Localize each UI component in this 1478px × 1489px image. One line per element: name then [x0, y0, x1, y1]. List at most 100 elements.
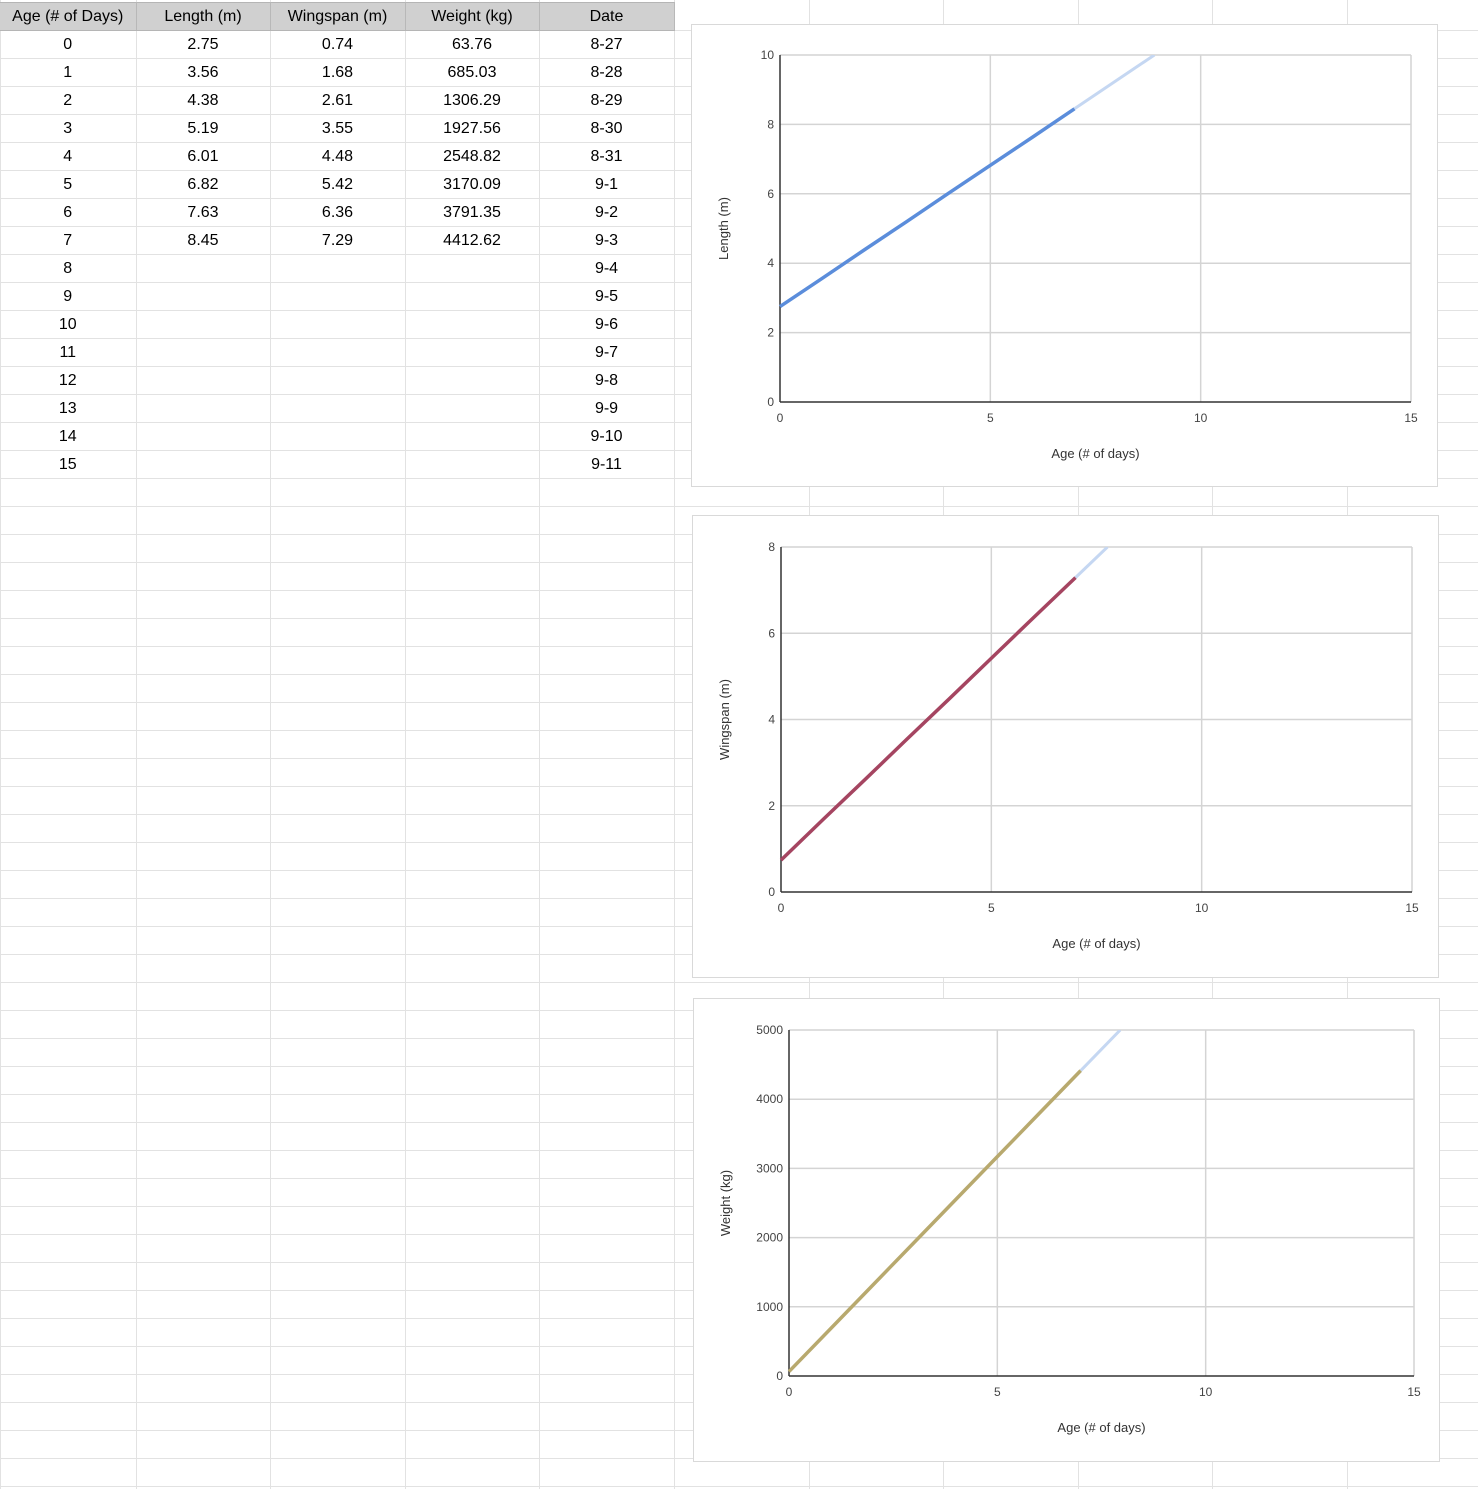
cell-date[interactable]: 9-3 — [539, 226, 675, 255]
cell-weight[interactable]: 1306.29 — [405, 86, 540, 115]
header-age[interactable]: Age (# of Days) — [0, 2, 137, 31]
cell-wingspan[interactable] — [270, 338, 406, 367]
cell-date[interactable]: 8-27 — [539, 30, 675, 59]
cell-weight[interactable] — [405, 254, 540, 283]
cell-age[interactable]: 15 — [0, 450, 137, 479]
cell-length[interactable]: 4.38 — [136, 86, 271, 115]
cell-age[interactable]: 6 — [0, 198, 137, 227]
cell-date[interactable]: 9-10 — [539, 422, 675, 451]
cell-wingspan[interactable]: 1.68 — [270, 58, 406, 87]
cell-age[interactable]: 14 — [0, 422, 137, 451]
cell-wingspan[interactable] — [270, 282, 406, 311]
cell-weight[interactable] — [405, 310, 540, 339]
y-tick-label: 4 — [768, 713, 775, 727]
cell-wingspan[interactable] — [270, 254, 406, 283]
cell-length[interactable]: 3.56 — [136, 58, 271, 87]
series-line[interactable] — [779, 576, 1077, 862]
cell-wingspan[interactable]: 6.36 — [270, 198, 406, 227]
weight-chart-plot: 0 1000 2000 3000 4000 5000 0 5 10 15 Age (# of day… — [718, 1023, 1421, 1435]
y-tick-label: 2 — [767, 326, 774, 340]
header-wingspan[interactable]: Wingspan (m) — [270, 2, 406, 31]
header-date[interactable]: Date — [539, 2, 675, 31]
trendline — [1079, 1030, 1122, 1072]
cell-date[interactable]: 8-28 — [539, 58, 675, 87]
cell-weight[interactable] — [405, 394, 540, 423]
x-tick-label: 15 — [1404, 411, 1418, 425]
cell-weight[interactable]: 4412.62 — [405, 226, 540, 255]
cell-age[interactable]: 11 — [0, 338, 137, 367]
cell-weight[interactable] — [405, 450, 540, 479]
length-chart[interactable]: 0 2 4 6 8 10 0 5 10 15 Age (# of days) Length (m) — [691, 24, 1438, 487]
cell-wingspan[interactable] — [270, 422, 406, 451]
series-line[interactable] — [787, 1069, 1082, 1373]
cell-age[interactable]: 2 — [0, 86, 137, 115]
cell-weight[interactable]: 1927.56 — [405, 114, 540, 143]
cell-date[interactable]: 8-29 — [539, 86, 675, 115]
cell-age[interactable]: 12 — [0, 366, 137, 395]
cell-wingspan[interactable] — [270, 310, 406, 339]
cell-length[interactable]: 5.19 — [136, 114, 271, 143]
cell-date[interactable]: 9-2 — [539, 198, 675, 227]
cell-date[interactable]: 9-5 — [539, 282, 675, 311]
cell-wingspan[interactable] — [270, 366, 406, 395]
cell-length[interactable]: 2.75 — [136, 30, 271, 59]
cell-wingspan[interactable] — [270, 394, 406, 423]
cell-weight[interactable]: 685.03 — [405, 58, 540, 87]
cell-wingspan[interactable]: 0.74 — [270, 30, 406, 59]
header-weight[interactable]: Weight (kg) — [405, 2, 540, 31]
cell-age[interactable]: 9 — [0, 282, 137, 311]
cell-date[interactable]: 9-8 — [539, 366, 675, 395]
cell-date[interactable]: 9-11 — [539, 450, 675, 479]
cell-wingspan[interactable] — [270, 450, 406, 479]
cell-length[interactable] — [136, 310, 271, 339]
cell-length[interactable]: 7.63 — [136, 198, 271, 227]
cell-length[interactable]: 6.82 — [136, 170, 271, 199]
cell-wingspan[interactable]: 4.48 — [270, 142, 406, 171]
cell-weight[interactable] — [405, 282, 540, 311]
cell-age[interactable]: 4 — [0, 142, 137, 171]
wingspan-chart[interactable]: 0 2 4 6 8 0 5 10 15 Age (# of days) Wingspan (m) — [692, 515, 1439, 978]
cell-date[interactable]: 9-6 — [539, 310, 675, 339]
cell-weight[interactable]: 3791.35 — [405, 198, 540, 227]
x-tick-label: 0 — [786, 1385, 793, 1399]
cell-length[interactable] — [136, 254, 271, 283]
cell-age[interactable]: 5 — [0, 170, 137, 199]
cell-date[interactable]: 9-1 — [539, 170, 675, 199]
header-length[interactable]: Length (m) — [136, 2, 271, 31]
cell-age[interactable]: 0 — [0, 30, 137, 59]
cell-length[interactable] — [136, 450, 271, 479]
cell-date[interactable]: 9-9 — [539, 394, 675, 423]
cell-wingspan[interactable]: 3.55 — [270, 114, 406, 143]
cell-weight[interactable] — [405, 338, 540, 367]
cell-date[interactable]: 8-30 — [539, 114, 675, 143]
cell-age[interactable]: 7 — [0, 226, 137, 255]
cell-length[interactable]: 8.45 — [136, 226, 271, 255]
cell-length[interactable]: 6.01 — [136, 142, 271, 171]
y-tick-label: 2000 — [756, 1231, 783, 1245]
cell-weight[interactable] — [405, 366, 540, 395]
cell-date[interactable]: 9-7 — [539, 338, 675, 367]
cell-wingspan[interactable]: 7.29 — [270, 226, 406, 255]
cell-age[interactable]: 13 — [0, 394, 137, 423]
series-line[interactable] — [779, 107, 1076, 309]
cell-age[interactable]: 3 — [0, 114, 137, 143]
cell-date[interactable]: 8-31 — [539, 142, 675, 171]
weight-chart[interactable]: 0 1000 2000 3000 4000 5000 0 5 10 15 Age (# of day… — [693, 998, 1440, 1462]
cell-age[interactable]: 8 — [0, 254, 137, 283]
cell-length[interactable] — [136, 394, 271, 423]
cell-length[interactable] — [136, 366, 271, 395]
cell-age[interactable]: 1 — [0, 58, 137, 87]
cell-weight[interactable]: 2548.82 — [405, 142, 540, 171]
cell-weight[interactable] — [405, 422, 540, 451]
cell-age[interactable]: 10 — [0, 310, 137, 339]
cell-date[interactable]: 9-4 — [539, 254, 675, 283]
x-tick-label: 5 — [994, 1385, 1001, 1399]
x-tick-label: 15 — [1407, 1385, 1421, 1399]
cell-weight[interactable]: 63.76 — [405, 30, 540, 59]
cell-wingspan[interactable]: 5.42 — [270, 170, 406, 199]
cell-weight[interactable]: 3170.09 — [405, 170, 540, 199]
cell-length[interactable] — [136, 338, 271, 367]
cell-length[interactable] — [136, 282, 271, 311]
cell-length[interactable] — [136, 422, 271, 451]
cell-wingspan[interactable]: 2.61 — [270, 86, 406, 115]
